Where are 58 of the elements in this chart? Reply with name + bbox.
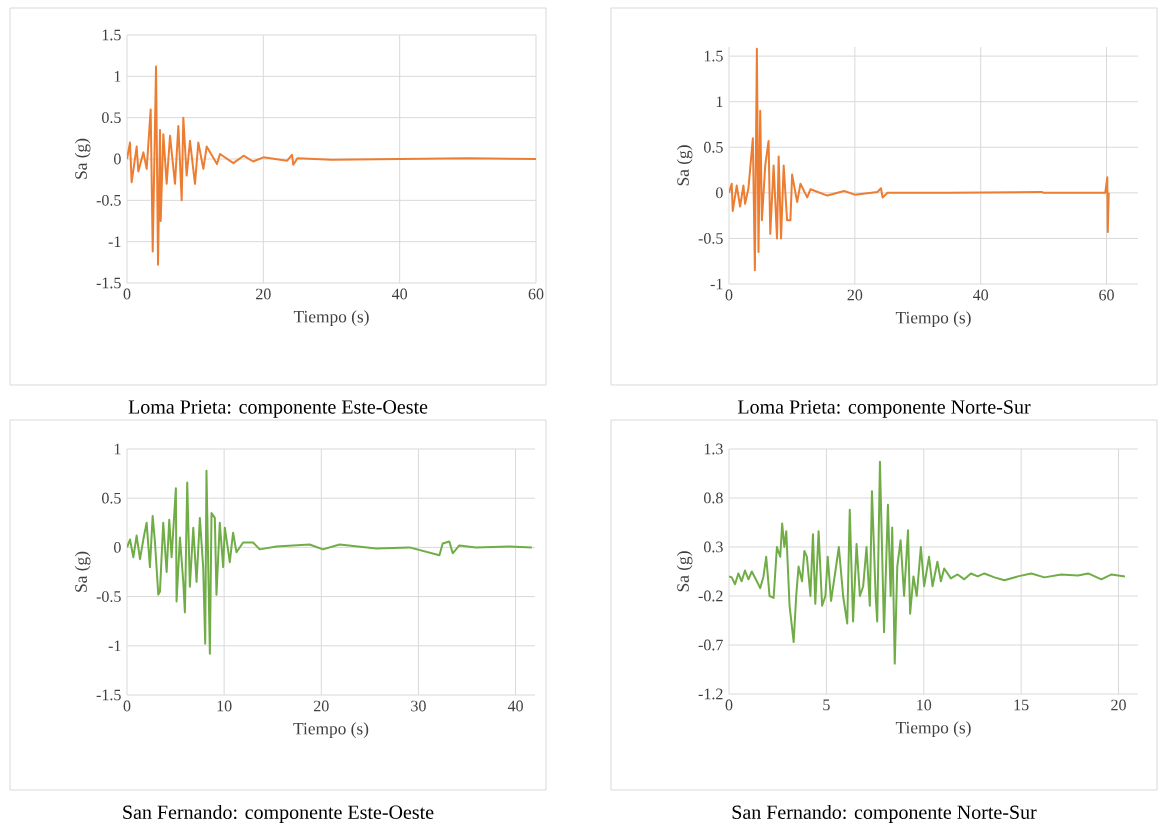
x-axis-title: Tiempo (s) (293, 310, 369, 327)
y-tick-label: 0.3 (704, 541, 723, 553)
y-tick-label: -1.5 (96, 277, 121, 289)
x-tick-label: 60 (1099, 289, 1114, 301)
text: San Fernando: componente Norte-Sur (732, 804, 1037, 824)
y-axis-title: Sa (g) (74, 138, 91, 179)
x-tick-label: 10 (917, 699, 932, 711)
x-tick-label: 40 (507, 700, 523, 712)
x-axis-title: Tiempo (s) (293, 722, 369, 739)
y-tick-label: 1 (114, 71, 121, 82)
y-tick-label: 0.5 (704, 141, 723, 153)
y-tick-label: -1 (710, 278, 723, 290)
y-tick-label: -0.2 (698, 590, 723, 602)
x-tick-label: 60 (528, 288, 544, 300)
x-tick-label: 0 (123, 700, 131, 712)
y-tick-label: 0.5 (102, 112, 121, 124)
y-tick-label: -0.5 (698, 232, 723, 244)
y-tick-label: -0.5 (96, 591, 121, 603)
y-axis-title: Sa (g) (676, 551, 693, 592)
y-tick-label: 0 (716, 187, 723, 199)
y-tick-label: 1.5 (704, 50, 723, 62)
x-tick-label: 0 (725, 699, 733, 711)
x-axis-title: Tiempo (s) (895, 311, 971, 328)
x-tick-label: 0 (725, 289, 733, 301)
x-tick-label: 20 (314, 700, 329, 712)
x-axis-title: Tiempo (s) (895, 721, 971, 738)
x-tick-label: 30 (411, 700, 426, 712)
y-tick-label: 1.3 (704, 443, 723, 455)
y-axis-title: Sa (g) (676, 145, 693, 186)
line-series (127, 469, 533, 655)
x-tick-label: 20 (1111, 699, 1126, 711)
y-tick-label: 1 (716, 96, 723, 107)
x-tick-label: 40 (973, 289, 989, 301)
x-tick-label: 10 (217, 700, 232, 712)
text: San Fernando: componente Este-Oeste (123, 804, 434, 824)
y-tick-label: 0 (114, 153, 121, 165)
x-tick-label: 5 (823, 699, 830, 711)
y-tick-label: 1 (114, 443, 121, 455)
x-tick-label: 0 (123, 288, 131, 300)
text: Loma Prieta: componente Norte-Sur (737, 400, 1031, 418)
line-series (729, 47, 1110, 272)
y-tick-label: -1 (108, 640, 121, 652)
x-tick-label: 40 (391, 288, 408, 300)
y-tick-label: 0 (114, 542, 121, 553)
y-tick-label: -1.2 (698, 688, 723, 700)
y-tick-label: -1.5 (96, 689, 121, 701)
y-tick-label: -0.7 (698, 639, 723, 651)
y-tick-label: 0.8 (704, 492, 723, 504)
y-tick-label: -0.5 (96, 194, 121, 206)
y-tick-label: -1 (108, 236, 121, 247)
y-tick-label: 1.5 (102, 29, 121, 41)
y-tick-label: 0.5 (102, 492, 121, 504)
y-axis-title: Sa (g) (74, 551, 91, 592)
text: Loma Prieta: componente Este-Oeste (128, 400, 428, 418)
x-tick-label: 20 (256, 288, 271, 300)
line-series (729, 460, 1126, 665)
x-tick-label: 15 (1014, 699, 1029, 711)
x-tick-label: 20 (847, 289, 863, 301)
